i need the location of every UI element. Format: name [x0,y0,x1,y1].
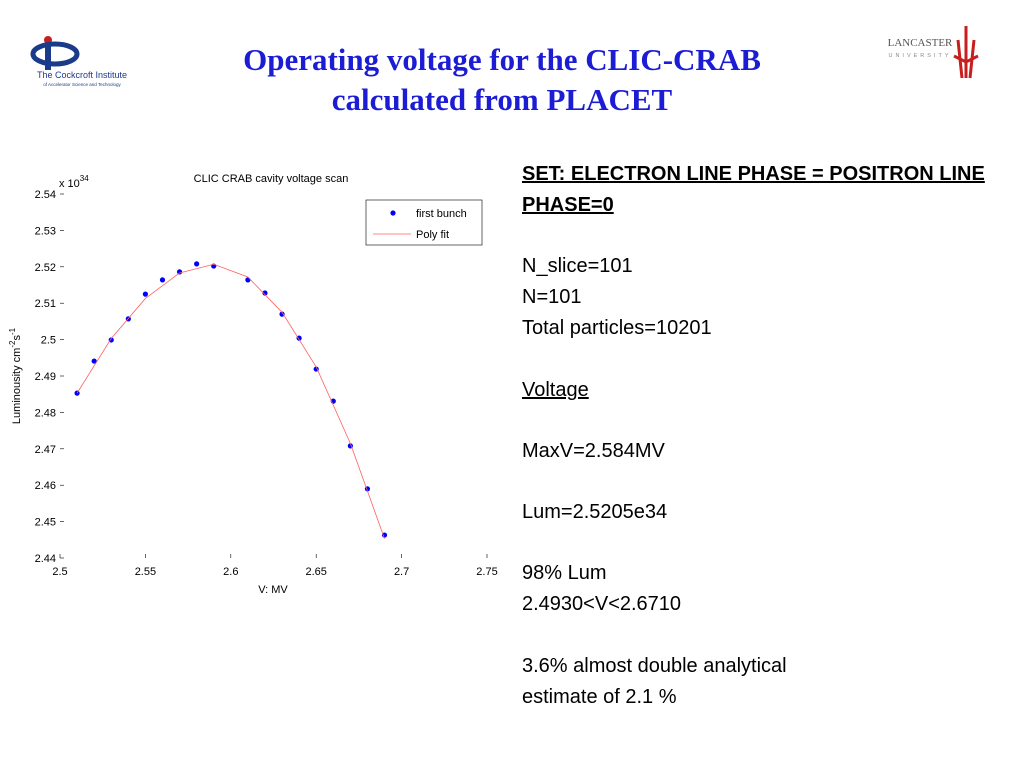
x-tick-label: 2.55 [135,566,156,578]
x-tick-label: 2.7 [394,566,409,578]
logo-text: LANCASTER [888,37,953,49]
x-tick-label: 2.6 [223,566,238,578]
chart-title: CLIC CRAB cavity voltage scan [194,173,349,185]
note-line: PHASE=0 [522,194,614,216]
data-point [262,290,268,296]
y-tick-label: 2.5 [41,335,56,347]
y-tick-label: 2.54 [35,189,56,201]
x-tick-label: 2.75 [476,566,497,578]
notes: SET: ELECTRON LINE PHASE = POSITRON LINE… [522,163,985,708]
note-line: 3.6% almost double analytical [522,655,787,677]
logo-text: UNIVERSITY [888,53,951,59]
note-line: 98% Lum [522,562,607,584]
logo-text: The Cockcroft Institute [37,70,127,80]
ylabel-sup: -1 [8,327,17,335]
multiplier-exp: 34 [80,174,89,183]
y-tick-label: 2.44 [35,553,56,565]
logo-text: of Accelerator Science and Technology [43,82,121,87]
note-line: Lum=2.5205e34 [522,501,667,523]
data-point [245,277,251,283]
x-axis-label: V: MV [258,584,288,596]
data-point [381,532,388,538]
slide-title: Operating voltage for the CLIC-CRAB [243,42,761,77]
y-tick-label: 2.45 [35,517,56,529]
y-tick-label: 2.52 [35,262,56,274]
y-tick-label: 2.47 [35,444,56,456]
x-tick-label: 2.65 [305,566,326,578]
legend-box [365,199,483,246]
data-point [142,291,148,297]
note-line: N_slice=101 [522,255,633,277]
legend [365,199,483,246]
note-line: SET: ELECTRON LINE PHASE = POSITRON LINE [522,163,985,185]
note-line: estimate of 2.1 % [522,686,677,708]
cockcroft-logo: The Cockcroft Institute of Accelerator S… [30,36,127,87]
note-line: N=101 [522,286,582,308]
ylabel-sup: -2 [8,340,17,348]
ylabel-part: Luminousity cm [11,348,23,424]
lancaster-logo: LANCASTER UNIVERSITY [888,26,979,79]
legend-label: Poly fit [416,229,449,241]
data-point [176,269,183,275]
note-line: 2.4930<V<2.6710 [522,593,681,615]
slide-title: calculated from PLACET [332,82,673,117]
axis-multiplier: x 1034 [59,174,89,190]
y-tick-label: 2.48 [35,407,56,419]
x-tick-label: 2.5 [52,566,67,578]
y-tick-label: 2.46 [35,480,56,492]
y-tick-label: 2.53 [35,225,56,237]
note-line: Voltage [522,379,589,401]
y-tick-label: 2.49 [35,371,56,383]
note-line: Total particles=10201 [522,317,712,339]
y-axis-label: Luminousity cm-2s-1 [8,327,23,424]
y-tick-label: 2.51 [35,298,56,310]
legend-label: first bunch [416,208,467,220]
note-line: MaxV=2.584MV [522,440,666,462]
ylabel-part: s [11,335,23,341]
data-point [159,277,166,283]
data-point [194,261,200,267]
data-point [279,311,285,317]
legend-marker [390,210,396,216]
data-point [91,358,97,364]
fit-line [76,263,385,539]
multiplier-base: x 10 [59,178,80,190]
